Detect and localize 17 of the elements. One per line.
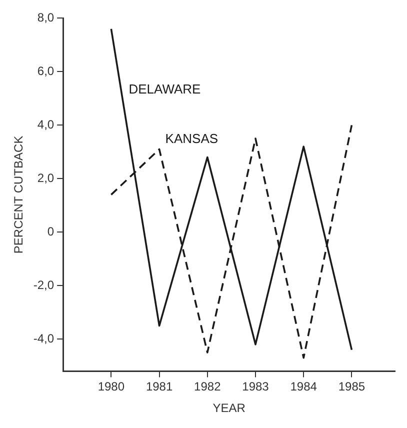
y-tick-label: -2,0 [33, 278, 54, 292]
x-tick-label: 1981 [146, 380, 173, 394]
y-tick-label: 4,0 [37, 117, 54, 132]
y-tick-label: 6,0 [37, 64, 54, 78]
y-tick-label: 8,0 [37, 10, 54, 25]
y-tick-label: 0 [47, 224, 54, 238]
y-axis-title: PERCENT CUTBACK [12, 136, 26, 254]
x-axis-title: YEAR [212, 401, 246, 416]
x-tick-label: 1983 [242, 380, 270, 394]
series-label: DELAWARE [128, 82, 202, 97]
x-tick-label: 1982 [194, 380, 222, 394]
series-label: KANSAS [165, 130, 218, 146]
x-tick-label: 1984 [290, 380, 318, 394]
x-tick-label: 1985 [338, 380, 366, 394]
y-tick-label: -4,0 [33, 331, 54, 346]
y-tick-label: 2,0 [37, 170, 54, 185]
x-tick-label: 1980 [98, 380, 125, 394]
